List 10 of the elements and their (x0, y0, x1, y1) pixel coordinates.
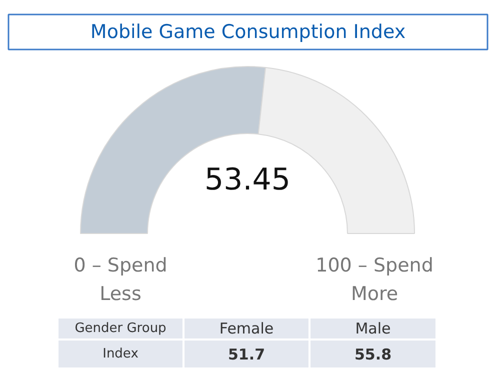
text: Male (355, 320, 391, 338)
text: Gender Group (74, 321, 166, 336)
text: 100 – Spend More (316, 254, 434, 306)
text: 53.45 (204, 162, 290, 198)
text: Index (102, 346, 139, 362)
chart-title: Mobile Game Consumption Index (90, 21, 406, 43)
text: 0 – Spend Less (74, 254, 168, 306)
text: Female (219, 320, 274, 338)
text: 55.8 (354, 346, 392, 364)
text: 51.7 (228, 346, 266, 364)
